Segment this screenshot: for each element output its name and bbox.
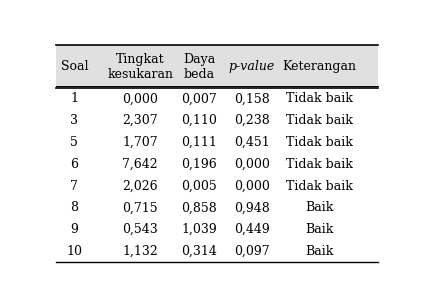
Text: Tidak baik: Tidak baik (286, 158, 353, 171)
Text: 0,007: 0,007 (181, 92, 217, 105)
Text: 1,132: 1,132 (122, 245, 158, 258)
Text: 0,196: 0,196 (181, 158, 217, 171)
Text: Daya
beda: Daya beda (183, 52, 215, 81)
Text: 0,111: 0,111 (181, 136, 217, 149)
Text: Tidak baik: Tidak baik (286, 92, 353, 105)
Text: Tidak baik: Tidak baik (286, 136, 353, 149)
Text: Baik: Baik (305, 201, 333, 214)
Text: p-value: p-value (229, 60, 275, 73)
Text: 9: 9 (70, 223, 78, 236)
Text: 8: 8 (70, 201, 78, 214)
Text: 1,039: 1,039 (181, 223, 217, 236)
Text: Baik: Baik (305, 245, 333, 258)
Text: 0,715: 0,715 (122, 201, 158, 214)
Text: 0,158: 0,158 (234, 92, 270, 105)
Text: 0,097: 0,097 (234, 245, 270, 258)
Text: 2,026: 2,026 (122, 180, 158, 193)
Text: Keterangan: Keterangan (282, 60, 356, 73)
Text: 1: 1 (70, 92, 78, 105)
Text: 0,543: 0,543 (122, 223, 158, 236)
Text: 1,707: 1,707 (122, 136, 158, 149)
Text: 0,110: 0,110 (181, 114, 217, 127)
Text: 7: 7 (70, 180, 78, 193)
Text: 0,000: 0,000 (122, 92, 158, 105)
Text: 0,005: 0,005 (181, 180, 217, 193)
Text: 0,451: 0,451 (234, 136, 270, 149)
Text: 0,314: 0,314 (181, 245, 217, 258)
Text: Tingkat
kesukaran: Tingkat kesukaran (107, 52, 173, 81)
Text: 6: 6 (70, 158, 78, 171)
Text: 10: 10 (67, 245, 82, 258)
Text: 0,238: 0,238 (234, 114, 270, 127)
Text: Tidak baik: Tidak baik (286, 180, 353, 193)
Text: 5: 5 (70, 136, 78, 149)
Text: 2,307: 2,307 (122, 114, 158, 127)
Text: 3: 3 (70, 114, 78, 127)
Text: 0,000: 0,000 (234, 180, 270, 193)
Bar (56, 45, 378, 88)
Text: 0,449: 0,449 (234, 223, 270, 236)
Text: 7,642: 7,642 (122, 158, 158, 171)
Text: 0,858: 0,858 (181, 201, 217, 214)
Text: 0,000: 0,000 (234, 158, 270, 171)
Text: Tidak baik: Tidak baik (286, 114, 353, 127)
Text: 0,948: 0,948 (234, 201, 270, 214)
Text: Soal: Soal (61, 60, 88, 73)
Text: Baik: Baik (305, 223, 333, 236)
